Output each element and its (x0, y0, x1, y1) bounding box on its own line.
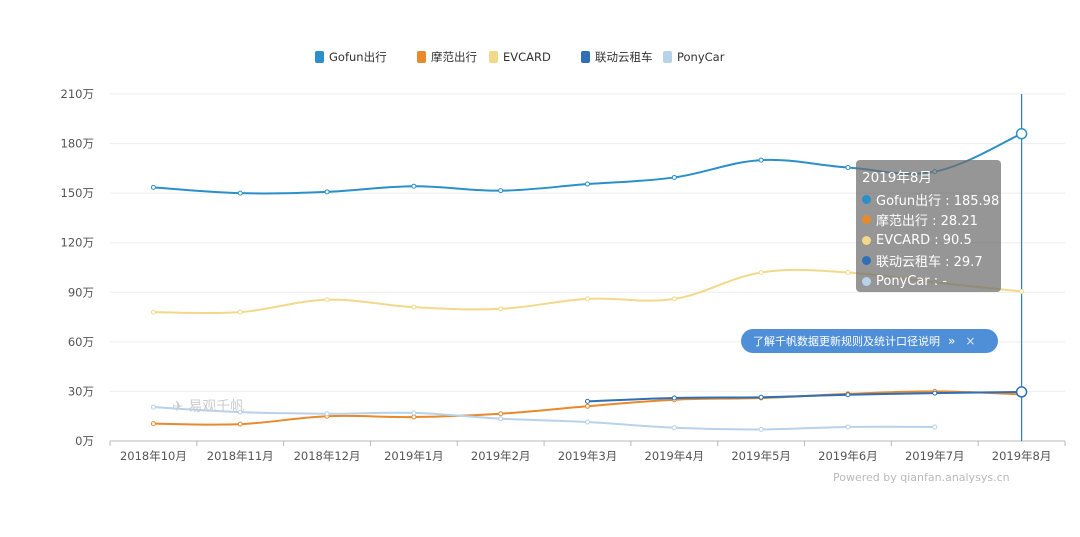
x-tick-label: 2018年12月 (294, 449, 361, 463)
x-tick-label: 2019年5月 (731, 449, 791, 463)
x-tick-label: 2019年4月 (645, 449, 705, 463)
y-tick-label: 0万 (75, 434, 94, 448)
data-point[interactable] (671, 174, 677, 180)
legend-swatch-icon[interactable] (417, 51, 426, 63)
data-point[interactable] (411, 414, 417, 420)
y-tick-label: 150万 (61, 186, 94, 200)
data-point[interactable] (585, 419, 590, 425)
data-point[interactable] (758, 269, 764, 275)
tooltip-row: Gofun出行 : 185.98 (862, 189, 999, 210)
series-color-dot-icon (862, 256, 871, 266)
data-point[interactable] (671, 296, 677, 302)
series-color-dot-icon (862, 194, 871, 204)
data-point[interactable] (150, 421, 156, 427)
tooltip-row: PonyCar : - (862, 271, 995, 292)
data-point[interactable] (758, 157, 764, 163)
tooltip-row-label: EVCARD : 90.5 (876, 232, 972, 248)
tooltip-row-label: Gofun出行 : 185.98 (876, 193, 1000, 209)
legend-label[interactable]: 联动云租车 (595, 50, 653, 64)
data-point[interactable] (845, 424, 851, 430)
series-color-dot-icon (862, 235, 871, 245)
data-point[interactable] (671, 425, 677, 431)
tooltip-row-label: 摩范出行 : 28.21 (876, 214, 978, 230)
data-point[interactable] (758, 394, 764, 400)
data-point[interactable] (1015, 386, 1028, 398)
x-tick-label: 2019年1月 (384, 449, 444, 463)
tooltip-row: EVCARD : 90.5 (862, 230, 995, 251)
data-point[interactable] (411, 304, 417, 310)
legend-label[interactable]: EVCARD (503, 50, 551, 64)
powered-by-text: Powered by qianfan.analysys.cn (833, 471, 1010, 484)
data-point[interactable] (498, 306, 504, 312)
data-point[interactable] (237, 409, 243, 415)
y-tick-label: 60万 (68, 335, 94, 349)
data-point[interactable] (585, 398, 590, 404)
y-tick-label: 90万 (68, 285, 94, 299)
series-color-dot-icon (862, 215, 871, 225)
tooltip-title: 2019年8月 (862, 170, 932, 186)
data-point[interactable] (758, 426, 764, 432)
legend-swatch-icon[interactable] (315, 51, 324, 63)
x-tick-label: 2019年6月 (818, 449, 878, 463)
x-tick-label: 2019年8月 (992, 449, 1052, 463)
legend-swatch-icon[interactable] (581, 51, 590, 63)
legend-label[interactable]: PonyCar (677, 50, 725, 64)
legend-swatch-icon[interactable] (489, 51, 498, 63)
x-tick-label: 2018年11月 (207, 449, 274, 463)
series-line (153, 406, 935, 431)
y-tick-label: 210万 (61, 87, 94, 101)
legend-label[interactable]: Gofun出行 (329, 50, 387, 64)
close-icon[interactable]: × (965, 334, 976, 348)
y-tick-label: 120万 (61, 236, 94, 250)
data-point[interactable] (1015, 127, 1028, 140)
data-rules-link[interactable]: 了解千帆数据更新规则及统计口径说明 » × (741, 329, 998, 353)
series-color-dot-icon (862, 276, 871, 286)
data-point[interactable] (1019, 288, 1025, 294)
data-point[interactable] (932, 424, 938, 430)
data-point[interactable] (932, 390, 938, 396)
data-rules-link-text: 了解千帆数据更新规则及统计口径说明 (753, 335, 940, 348)
data-point[interactable] (237, 309, 243, 315)
x-tick-label: 2019年2月 (471, 449, 531, 463)
data-point[interactable] (237, 421, 243, 427)
tooltip-row: 联动云租车 : 29.7 (862, 251, 995, 272)
legend-label[interactable]: 摩范出行 (431, 50, 477, 64)
data-point[interactable] (845, 392, 851, 398)
double-chevron-right-icon: » (948, 334, 956, 348)
x-tick-label: 2018年10月 (120, 449, 187, 463)
watermark-text: 易观千帆 (188, 399, 245, 415)
x-tick-label: 2019年7月 (905, 449, 965, 463)
tooltip-row-label: PonyCar : - (876, 273, 947, 289)
data-point[interactable] (150, 184, 156, 190)
data-point[interactable] (150, 309, 156, 315)
data-point[interactable] (585, 403, 590, 409)
tooltip: 2019年8月 Gofun出行 : 185.98 摩范出行 : 28.21 EV… (856, 160, 1001, 292)
y-tick-label: 180万 (61, 137, 94, 151)
data-point[interactable] (411, 183, 417, 189)
data-point[interactable] (671, 395, 677, 401)
data-point[interactable] (585, 181, 590, 187)
data-point[interactable] (324, 411, 330, 417)
data-point[interactable] (324, 189, 330, 195)
series-line (587, 390, 1022, 403)
data-point[interactable] (498, 188, 504, 194)
data-point[interactable] (498, 411, 504, 417)
tooltip-row: 摩范出行 : 28.21 (862, 210, 995, 231)
data-point[interactable] (411, 410, 417, 416)
data-point[interactable] (845, 269, 851, 275)
watermark: ✈ 易观千帆 (172, 396, 244, 416)
data-point[interactable] (585, 296, 590, 302)
tooltip-row-label: 联动云租车 : 29.7 (876, 255, 983, 271)
data-point[interactable] (150, 404, 156, 410)
data-point[interactable] (845, 165, 851, 171)
data-point[interactable] (237, 190, 243, 196)
legend-swatch-icon[interactable] (663, 51, 672, 63)
watermark-logo-icon: ✈ (172, 399, 184, 415)
x-tick-label: 2019年3月 (558, 449, 618, 463)
data-point[interactable] (498, 416, 504, 422)
y-tick-label: 30万 (68, 384, 94, 398)
data-point[interactable] (324, 297, 330, 303)
